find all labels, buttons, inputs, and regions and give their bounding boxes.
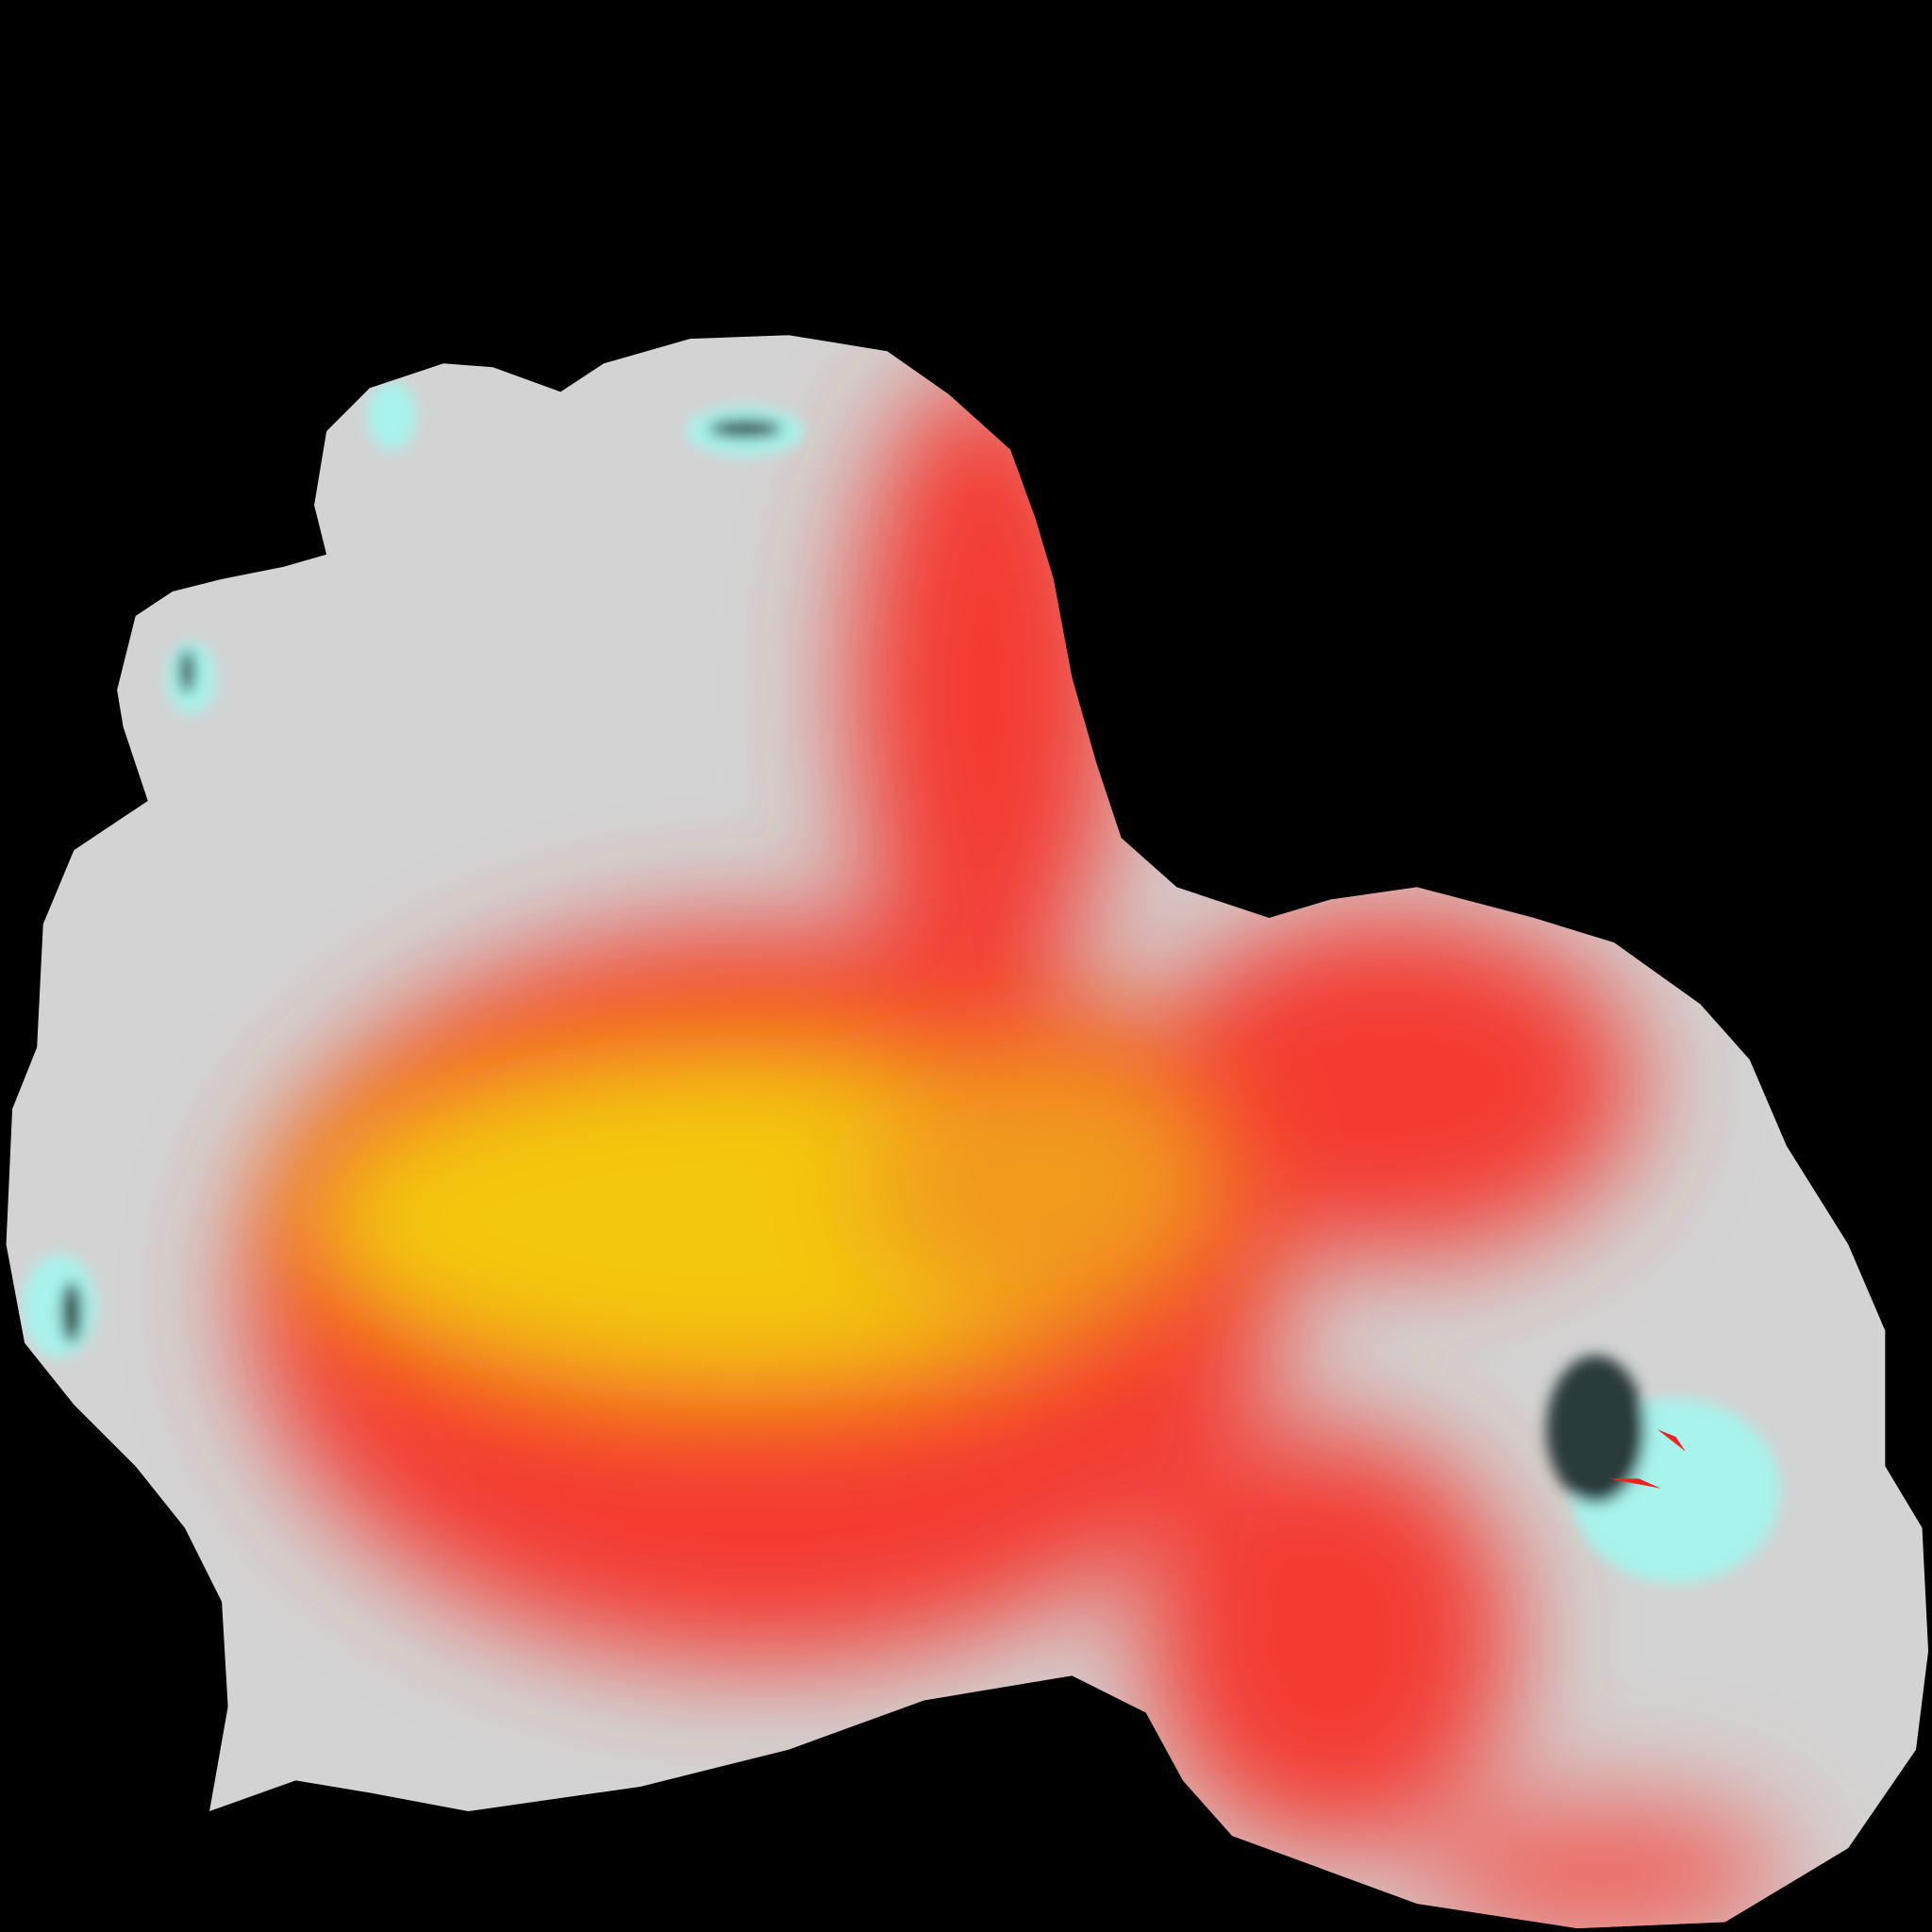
cyan-spots	[22, 381, 1781, 1584]
yellow-region	[295, 1035, 1233, 1405]
